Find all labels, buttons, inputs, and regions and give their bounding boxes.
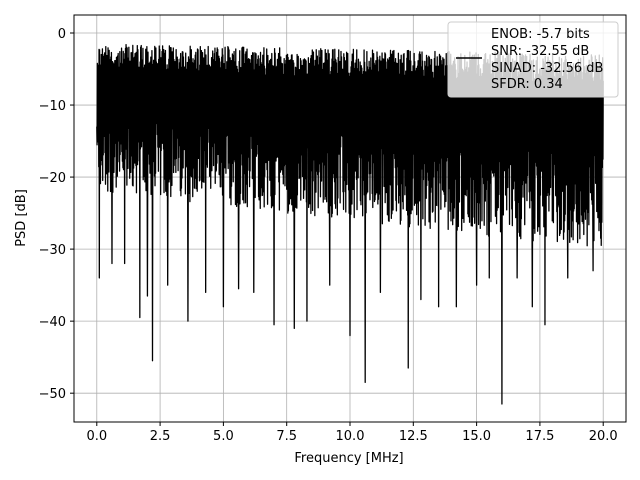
x-tick-label: 2.5	[150, 429, 171, 444]
y-tick-label: −40	[39, 315, 66, 330]
legend-box	[447, 21, 619, 98]
x-tick-label: 0.0	[86, 429, 107, 444]
x-tick-label: 15.0	[462, 429, 491, 444]
x-tick-label: 10.0	[336, 429, 365, 444]
y-axis: 0 −10 −20 −30 −40 −50	[39, 27, 74, 402]
x-tick-label: 12.5	[399, 429, 428, 444]
y-axis-label: PSD [dB]	[14, 189, 29, 247]
x-tick-label: 20.0	[589, 429, 618, 444]
y-tick-label: −10	[39, 99, 66, 114]
legend-snr: SNR: -32.55 dB	[491, 44, 589, 59]
legend-sfdr: SFDR: 0.34	[491, 77, 563, 92]
x-axis-label: Frequency [MHz]	[294, 451, 403, 466]
y-tick-label: −30	[39, 243, 66, 258]
y-tick-label: −50	[39, 387, 66, 402]
legend: ENOB: -5.7 bits SNR: -32.55 dB SINAD: -3…	[447, 21, 619, 98]
legend-enob: ENOB: -5.7 bits	[491, 27, 590, 42]
y-tick-label: −20	[39, 171, 66, 186]
x-tick-label: 17.5	[525, 429, 554, 444]
x-tick-label: 7.5	[276, 429, 297, 444]
y-tick-label: 0	[58, 27, 66, 42]
x-tick-label: 5.0	[213, 429, 234, 444]
x-axis: 0.0 2.5 5.0 7.5 10.0 12.5 15.0 17.5 20.0	[86, 422, 618, 444]
legend-sinad: SINAD: -32.56 dB	[491, 61, 603, 76]
